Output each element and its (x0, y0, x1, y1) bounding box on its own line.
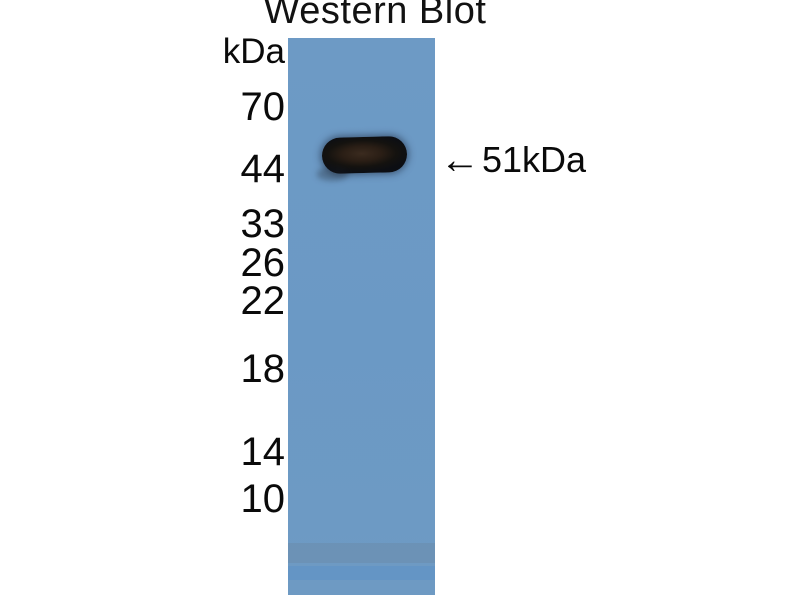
ladder-marker-70: 70 (240, 85, 286, 129)
figure-title: Western Blot (263, 0, 487, 32)
ladder-marker-33: 33 (240, 202, 286, 246)
ladder-marker-18: 18 (240, 347, 286, 391)
lane-bottom-blue-strip (288, 566, 435, 580)
protein-band-51kda (321, 135, 408, 175)
band-annotation: ← 51kDa (440, 140, 586, 180)
lane-bottom-gray-strip (288, 543, 435, 563)
left-arrow-icon: ← (440, 138, 480, 182)
ladder-marker-10: 10 (240, 477, 286, 521)
band-annotation-label: 51kDa (482, 139, 587, 180)
molecular-weight-unit-label: kDa (222, 32, 285, 71)
blot-membrane-lane (288, 38, 435, 595)
ladder-marker-14: 14 (240, 430, 286, 474)
ladder-marker-26: 26 (240, 241, 286, 285)
ladder-marker-44: 44 (240, 147, 286, 191)
ladder-marker-22: 22 (240, 279, 286, 323)
